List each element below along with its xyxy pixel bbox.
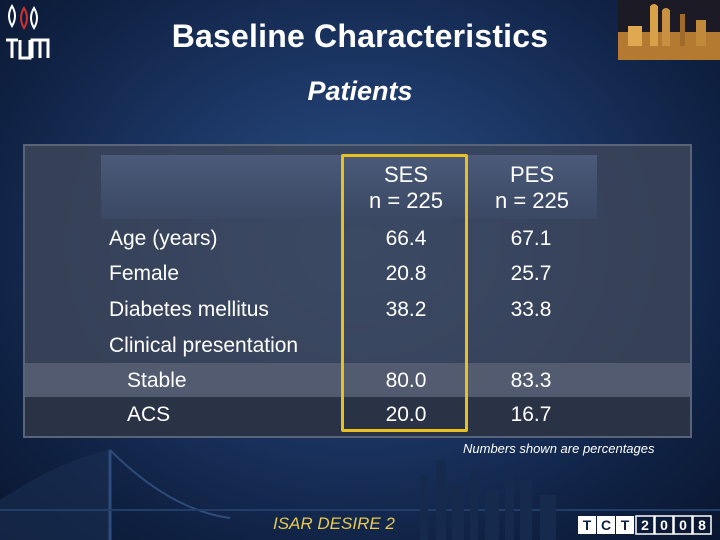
logo-digit: 0 [679,517,687,533]
column-name: SES [383,162,429,187]
column-count: n = 225 [368,188,443,213]
column-header-ses: SES n = 225 [341,162,471,214]
pes-value-stable: 83.3 [510,369,552,392]
logo-digit: 2 [641,517,649,533]
column-header-pes: PES n = 225 [467,162,597,214]
table-header-band [101,155,597,219]
ses-value-female: 20.8 [385,262,427,285]
ses-value-acs: 20.0 [385,403,427,426]
row-label-age: Age (years) [109,227,218,250]
trial-name: ISAR DESIRE 2 [273,514,395,533]
munich-skyline-image [618,0,720,60]
tct-2008-logo: T C T 2 0 0 8 [578,515,712,535]
row-label-stable: Stable [127,369,187,392]
logo-letter: T [621,517,630,533]
row-label-diabetes: Diabetes mellitus [109,298,269,321]
row-label-acs: ACS [127,403,171,426]
pes-value-diabetes: 33.8 [510,298,552,321]
logo-letter: T [583,517,592,533]
column-name: PES [509,162,555,187]
bridge-skyline-decoration [0,449,720,540]
ses-value-stable: 80.0 [385,369,427,392]
slide-subtitle: Patients [307,76,413,106]
tum-logo [6,4,50,60]
ses-column-highlight [341,154,468,432]
slide-title: Baseline Characteristics [171,18,549,54]
ses-value-age: 66.4 [385,227,427,250]
pes-value-acs: 16.7 [510,403,552,426]
logo-digit: 8 [698,517,706,533]
column-count: n = 225 [494,188,569,213]
pes-value-female: 25.7 [510,262,552,285]
row-label-clinical-presentation: Clinical presentation [109,334,299,357]
percentages-note: Numbers shown are percentages [463,441,655,456]
logo-letter: C [601,517,611,533]
pes-value-age: 67.1 [510,227,552,250]
ses-value-diabetes: 38.2 [385,298,427,321]
logo-digit: 0 [660,517,668,533]
row-band-stable [25,363,690,397]
row-label-female: Female [109,262,180,285]
